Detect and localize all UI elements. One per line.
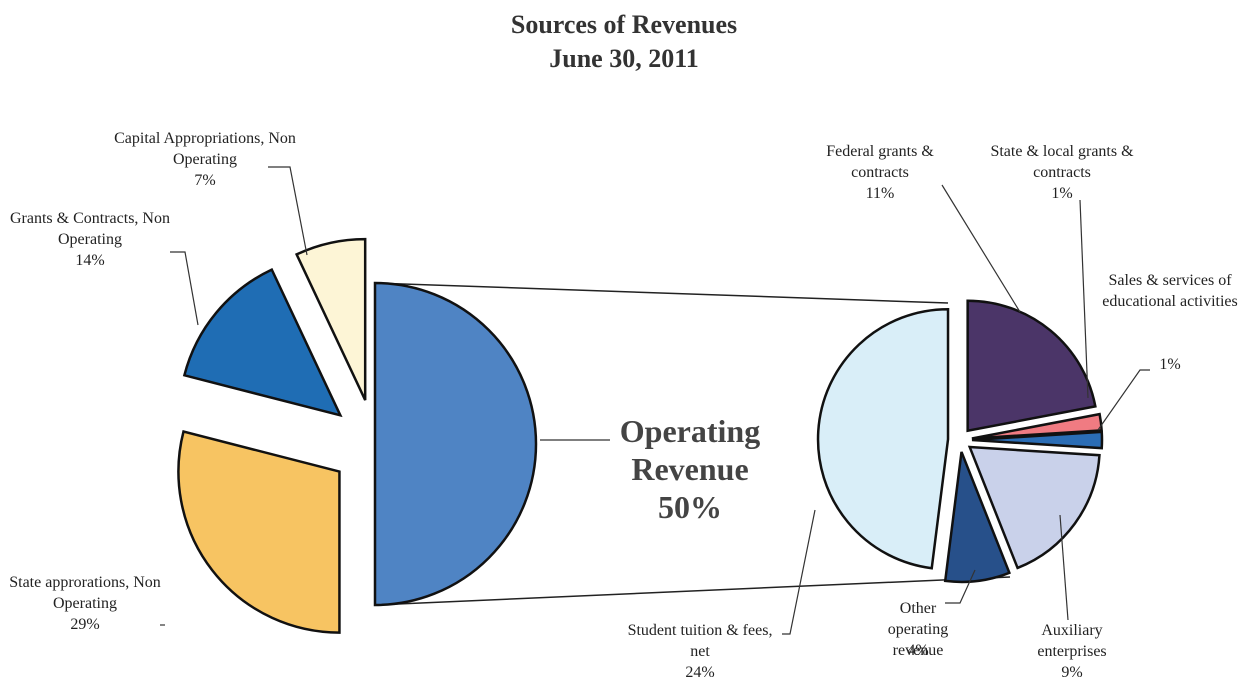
slice-value-label: 1% [1051, 185, 1073, 202]
connector [374, 576, 1011, 606]
slice-value-label: 24% [685, 664, 715, 681]
pie-slice [816, 307, 950, 570]
leader-line [268, 166, 308, 256]
pie-slice [177, 430, 341, 634]
slice-value-label: 50% [658, 489, 722, 525]
slice-label: Other operating revenue [887, 600, 949, 659]
slice-value-label: 7% [194, 172, 216, 189]
leader-line [945, 569, 976, 604]
slice-label: Capital Appropriations, Non Operating [114, 130, 296, 168]
leader-line [1059, 514, 1069, 621]
chart-title: Sources of Revenues [510, 10, 738, 39]
slice-label: Federal grants & contracts [826, 143, 934, 181]
leader-line [170, 251, 199, 326]
slice-value-label: 4% [907, 642, 929, 659]
pie-slice [966, 299, 1097, 433]
slice-value-label: 29% [70, 616, 100, 633]
leader-line [1097, 369, 1150, 431]
pie-slice [373, 281, 538, 607]
slice-value-label: 11% [865, 185, 895, 202]
connector [374, 282, 949, 304]
pie-slice [294, 237, 367, 401]
slice-label: Student tuition & fees, net [627, 622, 773, 660]
slice-value-label: 1% [1159, 356, 1181, 373]
slice-label: State & local grants & contracts [990, 143, 1134, 181]
chart-subtitle: June 30, 2011 [549, 44, 699, 73]
slice-label: Sales & services of educational activiti… [1102, 272, 1238, 310]
pie-slice [967, 445, 1101, 570]
slice-value-label: 14% [75, 252, 105, 269]
leader-line [1079, 199, 1089, 399]
pie-slice [971, 430, 1104, 450]
pie-slice [182, 267, 343, 418]
slice-value-label: 9% [1061, 664, 1083, 681]
leader-line [782, 509, 816, 635]
slice-label: Operating Revenue [619, 413, 761, 487]
pie-slice [943, 451, 1011, 584]
slice-label: Grants & Contracts, Non Operating [10, 210, 170, 248]
leader-line [941, 184, 1021, 313]
pie-slice [971, 412, 1103, 440]
slice-label: Auxiliary enterprises [1037, 622, 1107, 660]
slice-label: State approrations, Non Operating [9, 574, 161, 612]
